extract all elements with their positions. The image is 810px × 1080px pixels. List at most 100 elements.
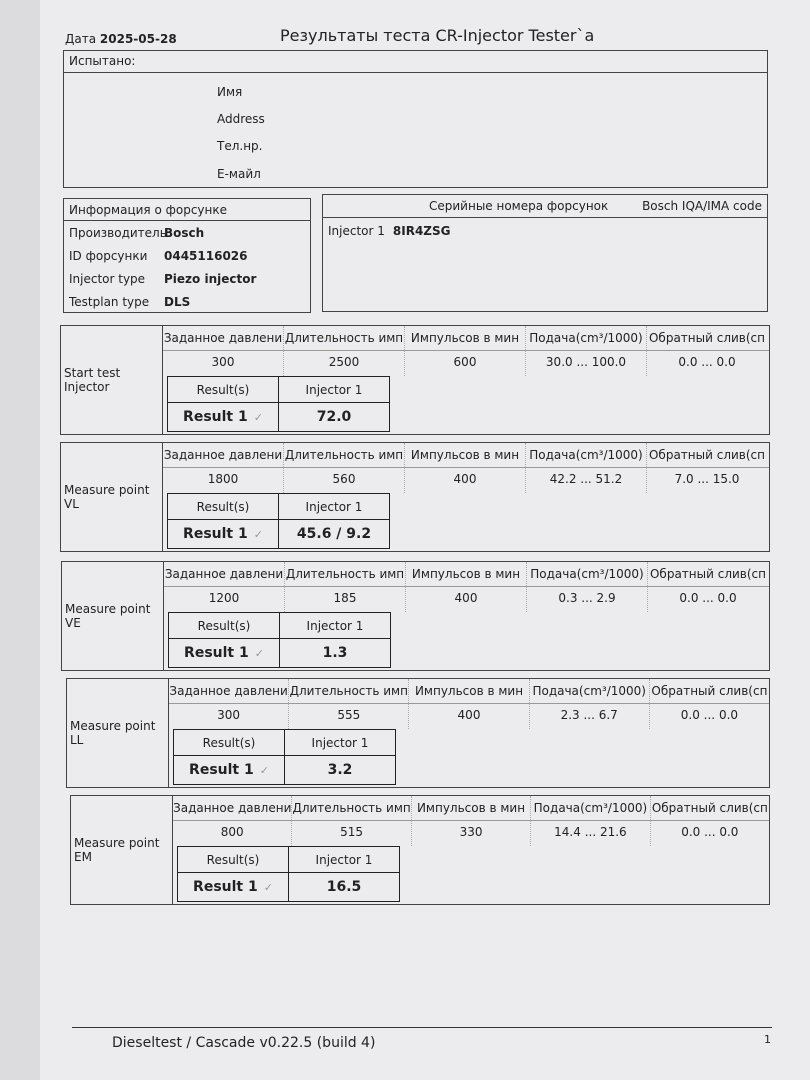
column-value: 300	[169, 703, 290, 729]
parameter-header-row: Заданное давлени Длительность имп Импульсо…	[163, 326, 769, 351]
result-header: Result(s)	[173, 729, 285, 756]
info-value: DLS	[164, 294, 191, 309]
column-value: 515	[292, 820, 412, 846]
column-value: 560	[284, 467, 405, 493]
column-header: Обратный слив(сп	[651, 801, 768, 815]
column-header: Импульсов в мин	[409, 679, 530, 703]
serial-row: Injector 1 8IR4ZSG	[323, 218, 767, 244]
column-value: 400	[406, 586, 527, 612]
result-header: Result(s)	[177, 846, 289, 873]
parameter-header-row: Заданное давлени Длительность имп Импульсо…	[163, 443, 769, 468]
column-header: Обратный слив(сп	[651, 684, 768, 698]
injector-header: Injector 1	[278, 493, 390, 520]
iqa-code: 8IR4ZSG	[392, 224, 451, 238]
column-value: 30.0 ... 100.0	[526, 350, 647, 376]
result-label: Result 1 ✓	[167, 402, 279, 432]
info-value: Piezo injector	[164, 271, 257, 286]
column-value: 800	[173, 820, 293, 846]
parameter-header-row: Заданное давлени Длительность имп Импульсо…	[169, 679, 769, 704]
column-header: Длительность имп	[289, 679, 410, 703]
column-value: 0.0 ... 0.0	[678, 355, 736, 369]
parameter-value-row: 1800 560 400 42.2 ... 51.2 7.0 ... 15.0	[163, 467, 769, 493]
info-key: Производитель	[69, 225, 167, 240]
report-date: Дата 2025-05-28	[65, 32, 177, 46]
injector-header: Injector 1	[284, 729, 396, 756]
column-header: Длительность имп	[284, 326, 405, 350]
check-icon: ✓	[253, 411, 263, 424]
check-icon: ✓	[263, 881, 273, 894]
test-name: Measure point LL	[67, 679, 169, 787]
info-row: ID форсунки 0445116026	[64, 244, 310, 267]
column-header: Подача(cm³/1000)	[527, 562, 648, 586]
result-label-text: Result 1	[184, 645, 249, 661]
column-value: 330	[412, 820, 532, 846]
result-value: 3.2	[284, 755, 396, 785]
column-header: Заданное давлени	[164, 562, 285, 586]
parameter-value-row: 300 2500 600 30.0 ... 100.0 0.0 ... 0.0	[163, 350, 769, 376]
result-value: 72.0	[278, 402, 390, 432]
column-header: Импульсов в мин	[405, 443, 526, 467]
check-icon: ✓	[259, 764, 269, 777]
column-value: 185	[285, 586, 406, 612]
result-table: Result(s) Injector 1 Result 1 ✓ 16.5	[177, 846, 400, 902]
column-value: 300	[163, 350, 284, 376]
info-value: 0445116026	[164, 248, 248, 263]
column-value: 0.0 ... 0.0	[680, 708, 739, 722]
parameter-value-row: 800 515 330 14.4 ... 21.6 0.0 ... 0.0	[173, 820, 769, 846]
column-header: Обратный слив(сп	[648, 448, 765, 462]
result-label: Result 1 ✓	[177, 872, 289, 902]
result-header: Result(s)	[167, 376, 279, 403]
column-value: 400	[409, 703, 530, 729]
serial-caption: Серийные номера форсунок	[429, 199, 609, 213]
result-label: Result 1 ✓	[168, 638, 280, 668]
parameter-header-row: Заданное давлени Длительность имп Импульсо…	[164, 562, 769, 587]
column-header: Длительность имп	[285, 562, 406, 586]
column-header: Подача(cm³/1000)	[526, 326, 647, 350]
column-value: 555	[289, 703, 410, 729]
info-key: Testplan type	[69, 294, 150, 309]
result-table: Result(s) Injector 1 Result 1 ✓ 3.2	[173, 729, 396, 785]
column-header: Заданное давлени	[169, 679, 290, 703]
column-value: 2.3 ... 6.7	[530, 703, 650, 729]
column-header: Импульсов в мин	[406, 562, 527, 586]
column-header: Заданное давлени	[163, 443, 284, 467]
test-name: Start test Injector	[61, 326, 163, 434]
injector-header: Injector 1	[279, 612, 391, 639]
parameter-value-row: 300 555 400 2.3 ... 6.7 0.0 ... 0.0	[169, 703, 769, 729]
column-header: Импульсов в мин	[412, 796, 532, 820]
result-value: 1.3	[279, 638, 391, 668]
injector-header: Injector 1	[278, 376, 390, 403]
tested-section: Испытано: Имя Address Тел.нр. Е-майл	[63, 50, 768, 188]
test-name: Measure point EM	[71, 796, 173, 904]
column-value: 400	[405, 467, 526, 493]
field-address: Address	[217, 112, 265, 126]
column-value: 1200	[164, 586, 285, 612]
field-email: Е-майл	[217, 167, 261, 181]
field-phone: Тел.нр.	[217, 139, 263, 153]
result-label-text: Result 1	[193, 879, 258, 895]
result-label: Result 1 ✓	[167, 519, 279, 549]
field-name: Имя	[217, 85, 243, 99]
result-label-text: Result 1	[183, 409, 248, 425]
test-name: Measure point VL	[61, 443, 163, 551]
tested-caption: Испытано:	[64, 51, 767, 73]
column-value: 0.3 ... 2.9	[527, 586, 648, 612]
date-value: 2025-05-28	[99, 32, 177, 46]
test-section: Measure point VL Заданное давлени Длитель…	[60, 442, 770, 552]
column-header: Заданное давлени	[173, 796, 293, 820]
result-header: Result(s)	[167, 493, 279, 520]
column-header: Длительность имп	[284, 443, 405, 467]
result-label: Result 1 ✓	[173, 755, 285, 785]
result-table: Result(s) Injector 1 Result 1 ✓ 72.0	[167, 376, 390, 432]
column-header: Подача(cm³/1000)	[526, 443, 647, 467]
result-label-text: Result 1	[189, 762, 254, 778]
column-header: Длительность имп	[292, 796, 412, 820]
page-number: 1	[764, 1033, 771, 1046]
software-version: Dieseltest / Cascade v0.22.5 (build 4)	[112, 1035, 376, 1051]
column-header: Обратный слив(сп	[649, 567, 766, 581]
report-title: Результаты теста CR-Injector Tester`a	[280, 26, 595, 45]
info-row: Производитель Bosch	[64, 221, 310, 244]
info-row: Injector type Piezo injector	[64, 267, 310, 290]
injector-header: Injector 1	[288, 846, 400, 873]
injector-info-caption: Информация о форсунке	[64, 199, 310, 221]
